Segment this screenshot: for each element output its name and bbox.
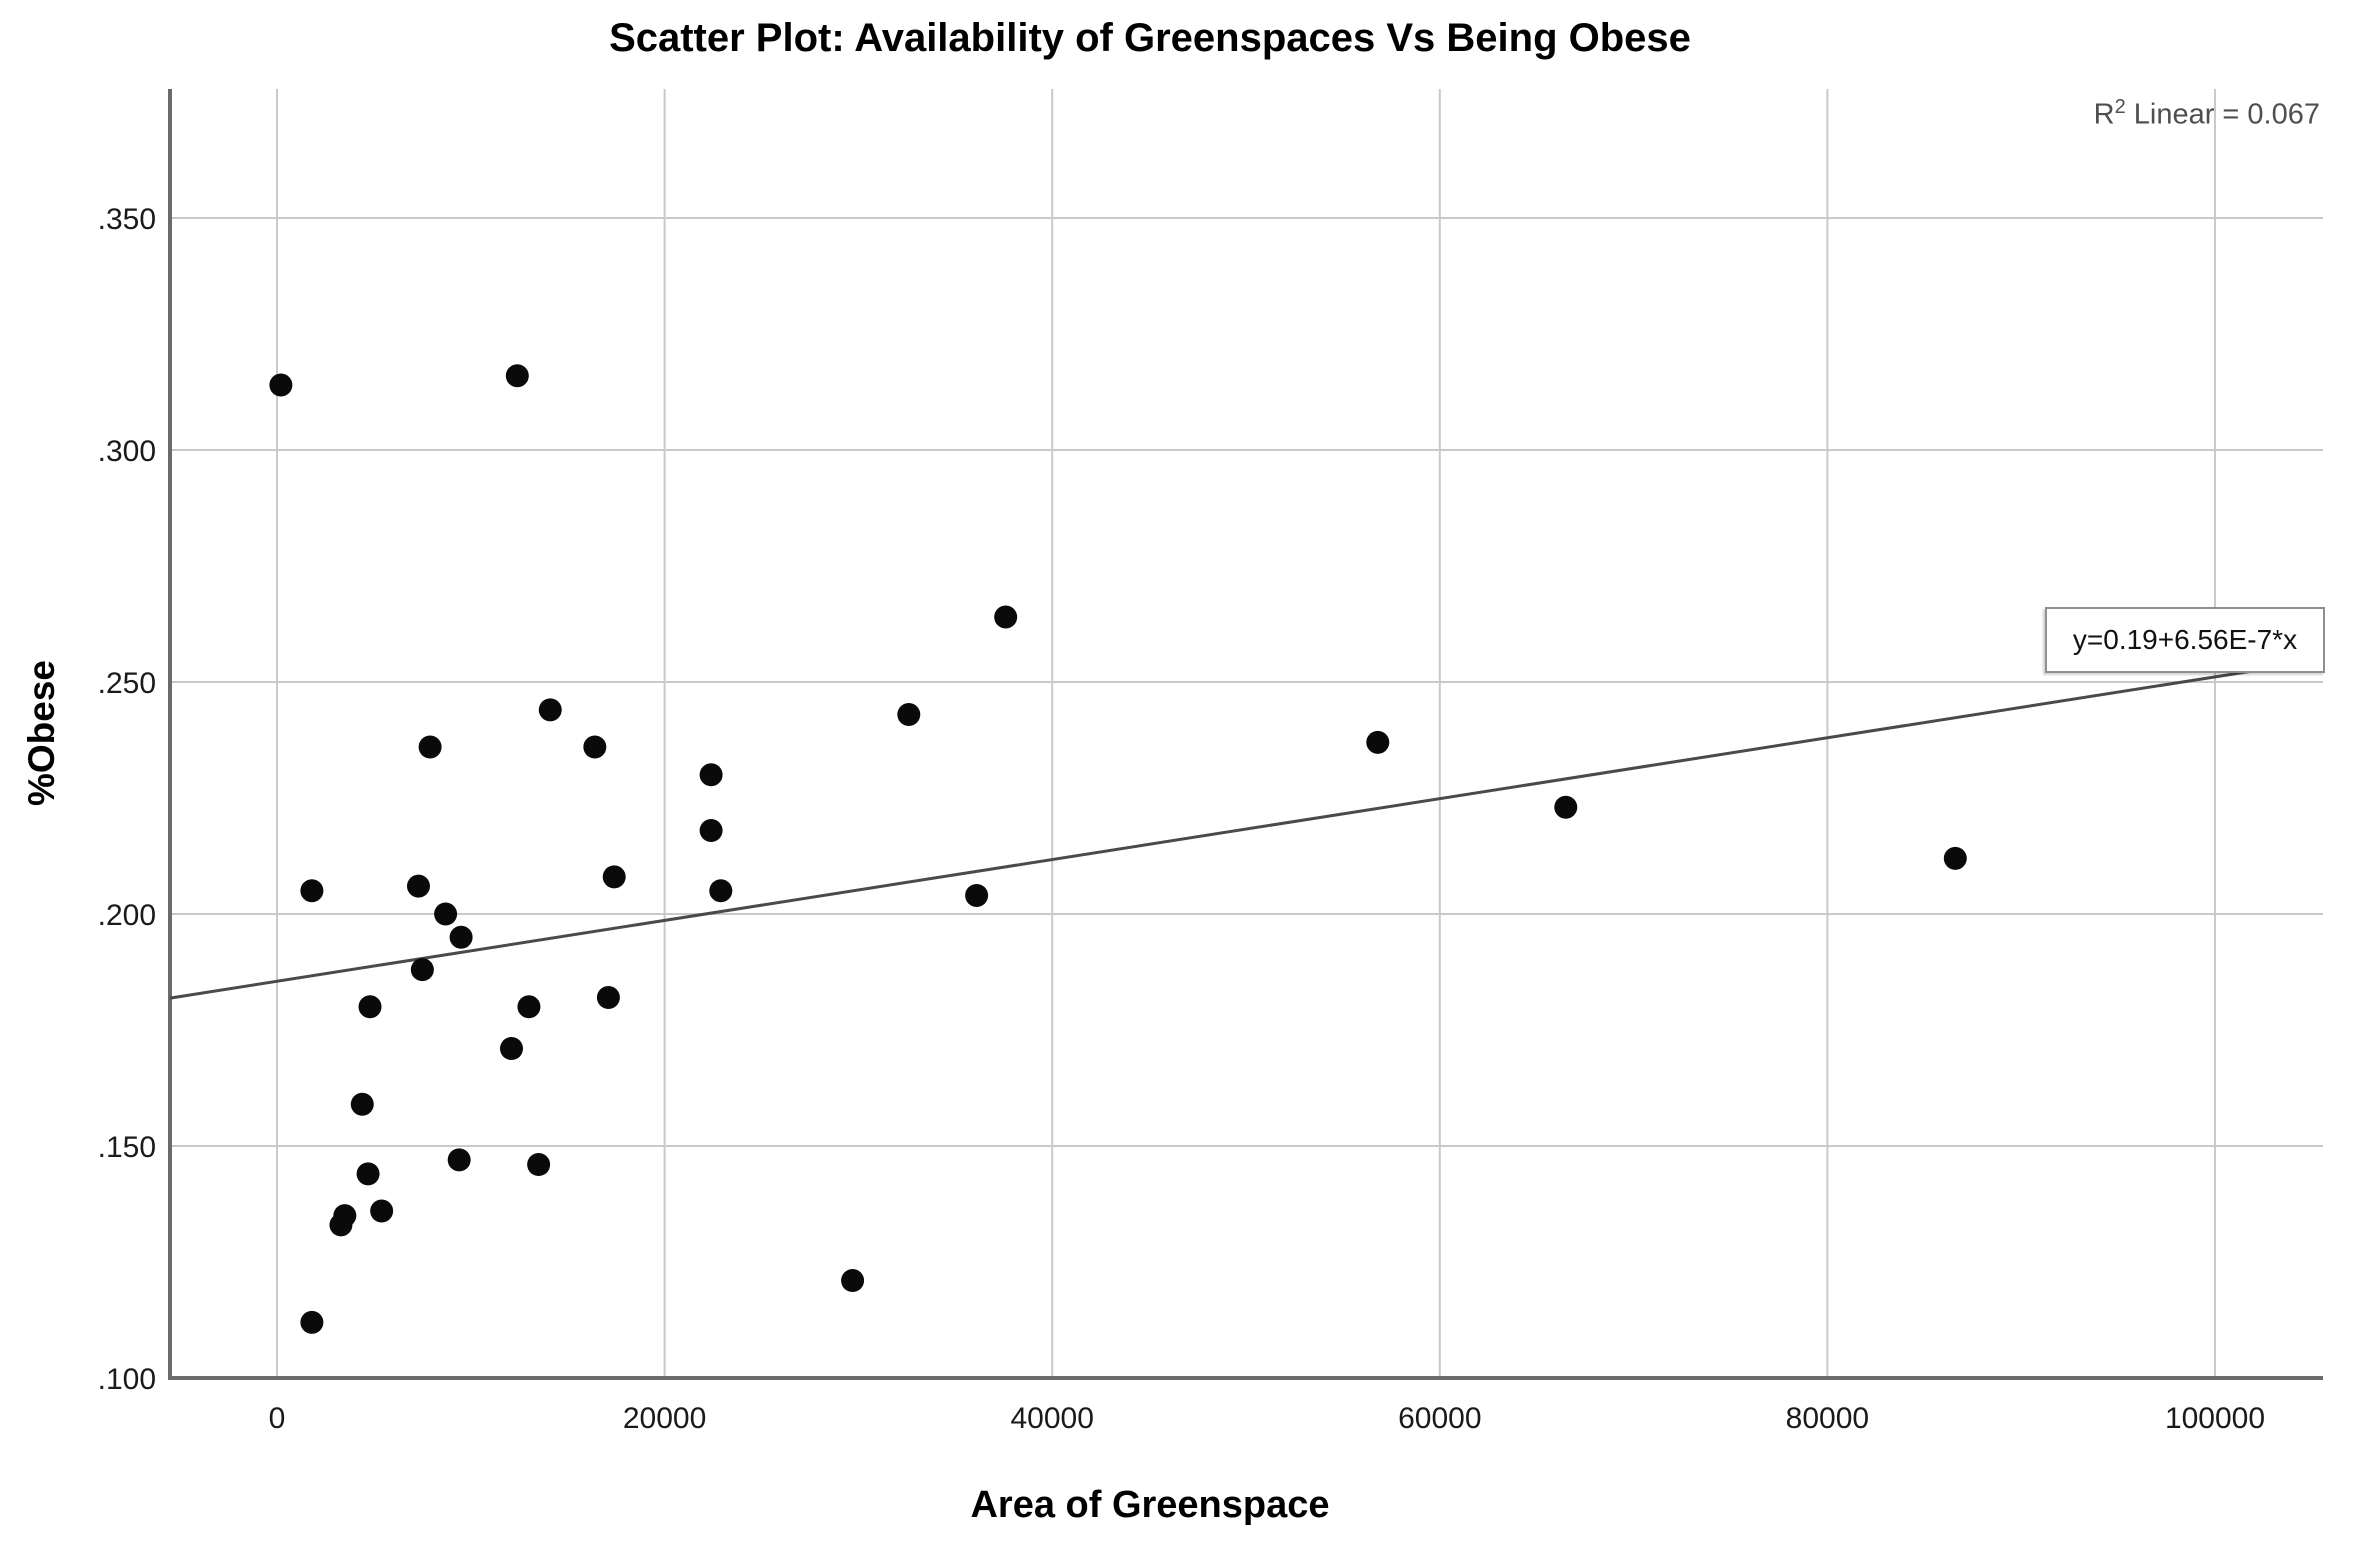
scatter-point — [965, 883, 989, 907]
y-axis-title: %Obese — [21, 660, 62, 807]
r-squared-sup: 2 — [2114, 96, 2126, 118]
scatter-point — [499, 1037, 523, 1061]
regression-line — [169, 658, 2324, 1000]
y-tick-label: .300 — [98, 435, 156, 468]
y-tick-label: .200 — [98, 899, 156, 932]
r-squared-value: Linear = 0.067 — [2125, 98, 2320, 131]
x-tick-label: 40000 — [1010, 1402, 1093, 1435]
y-tick-label: .350 — [98, 203, 156, 236]
x-tick-label: 60000 — [1398, 1402, 1481, 1435]
scatter-point — [994, 605, 1018, 629]
scatter-point — [1943, 846, 1967, 870]
scatter-point — [356, 1162, 380, 1186]
scatter-point — [583, 735, 607, 759]
scatter-point — [538, 698, 562, 722]
scatter-point — [370, 1199, 394, 1223]
scatter-point — [699, 818, 723, 842]
r-squared-annotation: R2 Linear = 0.067 — [1920, 96, 2320, 132]
scatter-point — [434, 902, 458, 926]
scatter-point — [410, 958, 434, 982]
scatter-point — [596, 986, 620, 1010]
scatter-point — [841, 1269, 865, 1293]
scatter-point — [358, 995, 382, 1019]
scatter-point — [406, 874, 430, 898]
y-tick-label: .250 — [98, 667, 156, 700]
scatter-point — [418, 735, 442, 759]
scatter-point — [709, 879, 733, 903]
x-tick-label: 0 — [269, 1402, 286, 1435]
scatter-point — [602, 865, 626, 889]
scatter-point — [1554, 795, 1578, 819]
scatter-point — [449, 925, 473, 949]
scatter-point — [350, 1092, 374, 1116]
x-tick-label: 80000 — [1786, 1402, 1869, 1435]
r-squared-text: R — [2093, 98, 2115, 131]
chart-title: Scatter Plot: Availability of Greenspace… — [609, 16, 1691, 60]
x-tick-label: 20000 — [623, 1402, 706, 1435]
scatter-point — [269, 373, 293, 397]
scatter-point — [527, 1153, 551, 1177]
x-axis-title: Area of Greenspace — [970, 1484, 1330, 1526]
scatter-point — [447, 1148, 471, 1172]
y-tick-label: .100 — [98, 1363, 156, 1396]
scatter-point — [300, 879, 324, 903]
regression-equation-label: y=0.19+6.56E-7*x — [2045, 607, 2325, 673]
scatter-point — [1366, 730, 1390, 754]
scatter-point — [699, 763, 723, 787]
scatter-point — [300, 1310, 324, 1334]
y-tick-label: .150 — [98, 1131, 156, 1164]
scatter-point — [897, 702, 921, 726]
scatter-point — [505, 364, 529, 388]
scatter-point — [517, 995, 541, 1019]
x-tick-label: 100000 — [2165, 1402, 2265, 1435]
scatter-point — [329, 1213, 353, 1237]
